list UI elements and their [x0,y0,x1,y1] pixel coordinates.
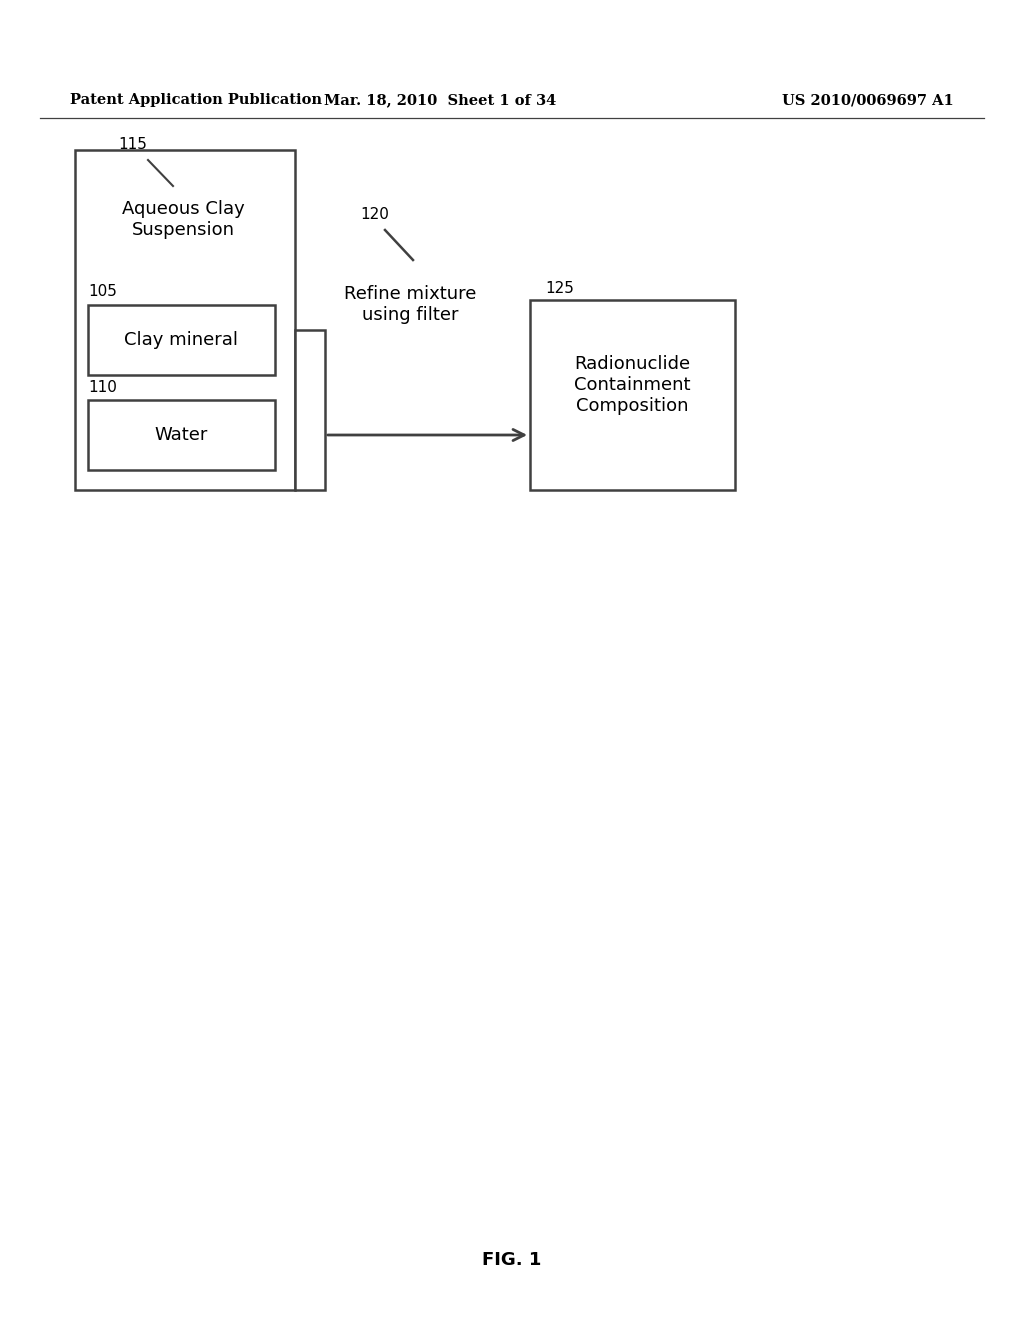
Bar [88,400,275,470]
Bar [88,305,275,375]
Text: 115: 115 [118,137,146,152]
Text: Mar. 18, 2010  Sheet 1 of 34: Mar. 18, 2010 Sheet 1 of 34 [325,92,556,107]
Text: FIG. 1: FIG. 1 [482,1251,542,1269]
Bar [530,300,735,490]
Text: US 2010/0069697 A1: US 2010/0069697 A1 [782,92,954,107]
Text: 110: 110 [88,380,117,395]
Text: Radionuclide
Containment
Composition: Radionuclide Containment Composition [573,355,690,414]
Text: 105: 105 [88,284,117,300]
Text: Aqueous Clay
Suspension: Aqueous Clay Suspension [122,201,245,239]
Text: Patent Application Publication: Patent Application Publication [70,92,322,107]
Text: 120: 120 [360,207,389,222]
Bar [295,330,325,490]
Bar [75,150,295,490]
Text: Clay mineral: Clay mineral [124,331,238,348]
Text: Refine mixture
using filter: Refine mixture using filter [344,285,476,323]
Text: Water: Water [155,426,208,444]
Text: 125: 125 [545,281,573,296]
